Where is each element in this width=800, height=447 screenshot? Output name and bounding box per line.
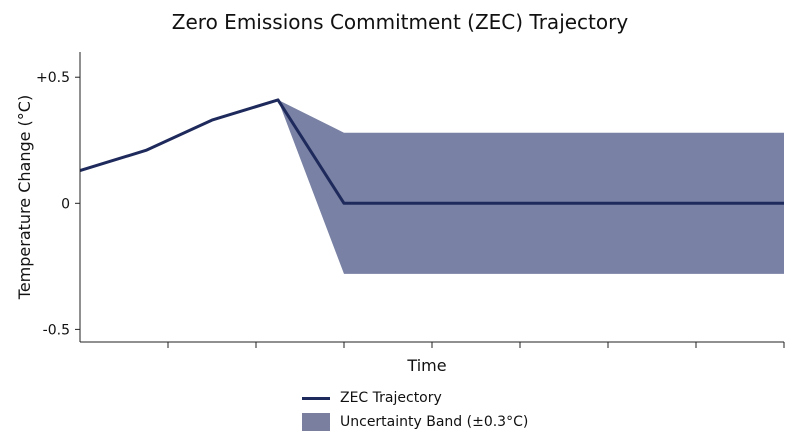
ticks-layer: +0.5 0 -0.5	[36, 70, 785, 348]
trajectory-line	[79, 98, 784, 205]
legend-item-band: Uncertainty Band (±0.3°C)	[302, 410, 528, 434]
legend-label-trajectory: ZEC Trajectory	[340, 390, 442, 406]
legend-swatch-band	[302, 413, 330, 431]
legend-swatch-trajectory	[302, 396, 330, 400]
y-axis-label: Temperature Change (°C)	[15, 95, 34, 300]
trajectory-line-layer	[79, 98, 784, 205]
uncertainty-band-layer	[278, 99, 784, 274]
legend-item-trajectory: ZEC Trajectory	[302, 386, 528, 410]
y-tick-label: -0.5	[43, 322, 70, 338]
legend-label-band: Uncertainty Band (±0.3°C)	[340, 414, 529, 430]
y-tick-label: 0	[61, 196, 70, 212]
uncertainty-band	[278, 99, 784, 274]
x-axis-label: Time	[406, 356, 446, 375]
legend: ZEC Trajectory Uncertainty Band (±0.3°C)	[302, 386, 528, 434]
y-tick-label: +0.5	[36, 70, 70, 86]
chart-title: Zero Emissions Commitment (ZEC) Trajecto…	[171, 10, 629, 34]
